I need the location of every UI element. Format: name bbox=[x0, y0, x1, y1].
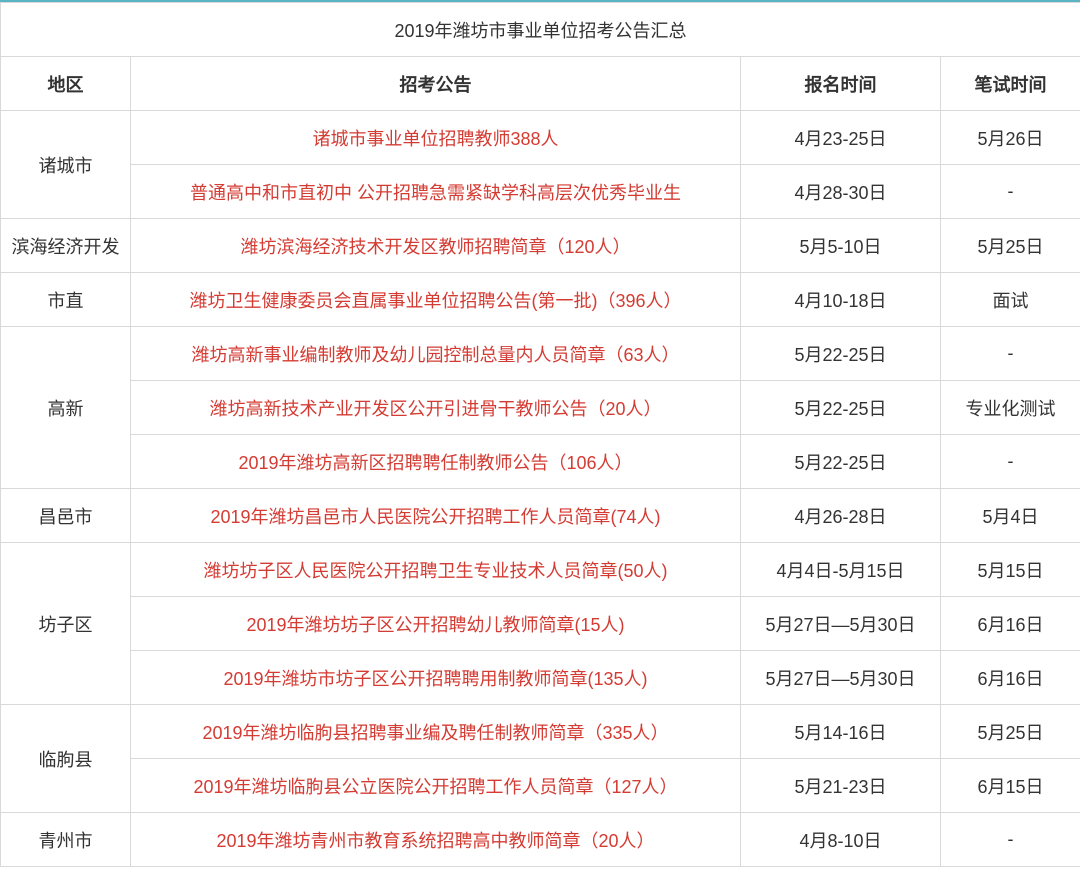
notice-link[interactable]: 2019年潍坊高新区招聘聘任制教师公告（106人） bbox=[131, 435, 741, 489]
exam-date-cell: - bbox=[941, 165, 1080, 219]
register-date-cell: 5月22-25日 bbox=[741, 381, 941, 435]
table-row: 2019年潍坊高新区招聘聘任制教师公告（106人）5月22-25日- bbox=[1, 435, 1080, 489]
notice-link[interactable]: 2019年潍坊昌邑市人民医院公开招聘工作人员简章(74人) bbox=[131, 489, 741, 543]
table-row: 高新潍坊高新事业编制教师及幼儿园控制总量内人员简章（63人）5月22-25日- bbox=[1, 327, 1080, 381]
exam-date-cell: 6月15日 bbox=[941, 759, 1080, 813]
notice-link[interactable]: 2019年潍坊市坊子区公开招聘聘用制教师简章(135人) bbox=[131, 651, 741, 705]
region-cell: 临朐县 bbox=[1, 705, 131, 813]
notice-link[interactable]: 2019年潍坊坊子区公开招聘幼儿教师简章(15人) bbox=[131, 597, 741, 651]
exam-date-cell: 5月26日 bbox=[941, 111, 1080, 165]
table-row: 2019年潍坊坊子区公开招聘幼儿教师简章(15人)5月27日—5月30日6月16… bbox=[1, 597, 1080, 651]
table-row: 普通高中和市直初中 公开招聘急需紧缺学科高层次优秀毕业生4月28-30日- bbox=[1, 165, 1080, 219]
exam-date-cell: 专业化测试 bbox=[941, 381, 1080, 435]
register-date-cell: 5月27日—5月30日 bbox=[741, 597, 941, 651]
exam-date-cell: 5月15日 bbox=[941, 543, 1080, 597]
col-notice: 招考公告 bbox=[131, 57, 741, 111]
notice-link[interactable]: 普通高中和市直初中 公开招聘急需紧缺学科高层次优秀毕业生 bbox=[131, 165, 741, 219]
notice-link[interactable]: 2019年潍坊临朐县招聘事业编及聘任制教师简章（335人） bbox=[131, 705, 741, 759]
register-date-cell: 4月4日-5月15日 bbox=[741, 543, 941, 597]
notice-link[interactable]: 潍坊卫生健康委员会直属事业单位招聘公告(第一批)（396人） bbox=[131, 273, 741, 327]
register-date-cell: 5月14-16日 bbox=[741, 705, 941, 759]
region-cell: 市直 bbox=[1, 273, 131, 327]
region-cell: 诸城市 bbox=[1, 111, 131, 219]
table-title: 2019年潍坊市事业单位招考公告汇总 bbox=[1, 3, 1080, 57]
register-date-cell: 5月5-10日 bbox=[741, 219, 941, 273]
notice-link[interactable]: 潍坊高新事业编制教师及幼儿园控制总量内人员简章（63人） bbox=[131, 327, 741, 381]
notice-link[interactable]: 2019年潍坊青州市教育系统招聘高中教师简章（20人） bbox=[131, 813, 741, 867]
col-region: 地区 bbox=[1, 57, 131, 111]
region-cell: 高新 bbox=[1, 327, 131, 489]
region-cell: 昌邑市 bbox=[1, 489, 131, 543]
table-row: 滨海经济开发潍坊滨海经济技术开发区教师招聘简章（120人）5月5-10日5月25… bbox=[1, 219, 1080, 273]
register-date-cell: 4月26-28日 bbox=[741, 489, 941, 543]
table-row: 潍坊高新技术产业开发区公开引进骨干教师公告（20人）5月22-25日专业化测试 bbox=[1, 381, 1080, 435]
notice-link[interactable]: 潍坊坊子区人民医院公开招聘卫生专业技术人员简章(50人) bbox=[131, 543, 741, 597]
notice-link[interactable]: 诸城市事业单位招聘教师388人 bbox=[131, 111, 741, 165]
register-date-cell: 5月27日—5月30日 bbox=[741, 651, 941, 705]
region-cell: 滨海经济开发 bbox=[1, 219, 131, 273]
register-date-cell: 4月23-25日 bbox=[741, 111, 941, 165]
register-date-cell: 4月10-18日 bbox=[741, 273, 941, 327]
exam-date-cell: - bbox=[941, 327, 1080, 381]
exam-date-cell: - bbox=[941, 435, 1080, 489]
register-date-cell: 4月28-30日 bbox=[741, 165, 941, 219]
col-exam: 笔试时间 bbox=[941, 57, 1080, 111]
header-row: 地区 招考公告 报名时间 笔试时间 bbox=[1, 57, 1080, 111]
table-row: 诸城市诸城市事业单位招聘教师388人4月23-25日5月26日 bbox=[1, 111, 1080, 165]
table-row: 昌邑市2019年潍坊昌邑市人民医院公开招聘工作人员简章(74人)4月26-28日… bbox=[1, 489, 1080, 543]
notice-link[interactable]: 潍坊滨海经济技术开发区教师招聘简章（120人） bbox=[131, 219, 741, 273]
recruitment-table: 2019年潍坊市事业单位招考公告汇总 地区 招考公告 报名时间 笔试时间 诸城市… bbox=[0, 2, 1080, 867]
exam-date-cell: 5月4日 bbox=[941, 489, 1080, 543]
notice-link[interactable]: 2019年潍坊临朐县公立医院公开招聘工作人员简章（127人） bbox=[131, 759, 741, 813]
recruitment-table-wrap: 2019年潍坊市事业单位招考公告汇总 地区 招考公告 报名时间 笔试时间 诸城市… bbox=[0, 0, 1080, 867]
region-cell: 青州市 bbox=[1, 813, 131, 867]
register-date-cell: 5月21-23日 bbox=[741, 759, 941, 813]
register-date-cell: 4月8-10日 bbox=[741, 813, 941, 867]
table-row: 2019年潍坊市坊子区公开招聘聘用制教师简章(135人)5月27日—5月30日6… bbox=[1, 651, 1080, 705]
table-row: 青州市2019年潍坊青州市教育系统招聘高中教师简章（20人）4月8-10日- bbox=[1, 813, 1080, 867]
notice-link[interactable]: 潍坊高新技术产业开发区公开引进骨干教师公告（20人） bbox=[131, 381, 741, 435]
title-row: 2019年潍坊市事业单位招考公告汇总 bbox=[1, 3, 1080, 57]
col-register: 报名时间 bbox=[741, 57, 941, 111]
register-date-cell: 5月22-25日 bbox=[741, 327, 941, 381]
exam-date-cell: 6月16日 bbox=[941, 651, 1080, 705]
exam-date-cell: 6月16日 bbox=[941, 597, 1080, 651]
register-date-cell: 5月22-25日 bbox=[741, 435, 941, 489]
region-cell: 坊子区 bbox=[1, 543, 131, 705]
table-row: 2019年潍坊临朐县公立医院公开招聘工作人员简章（127人）5月21-23日6月… bbox=[1, 759, 1080, 813]
exam-date-cell: 5月25日 bbox=[941, 705, 1080, 759]
table-row: 坊子区潍坊坊子区人民医院公开招聘卫生专业技术人员简章(50人)4月4日-5月15… bbox=[1, 543, 1080, 597]
exam-date-cell: 5月25日 bbox=[941, 219, 1080, 273]
exam-date-cell: - bbox=[941, 813, 1080, 867]
exam-date-cell: 面试 bbox=[941, 273, 1080, 327]
table-row: 临朐县2019年潍坊临朐县招聘事业编及聘任制教师简章（335人）5月14-16日… bbox=[1, 705, 1080, 759]
table-row: 市直潍坊卫生健康委员会直属事业单位招聘公告(第一批)（396人）4月10-18日… bbox=[1, 273, 1080, 327]
